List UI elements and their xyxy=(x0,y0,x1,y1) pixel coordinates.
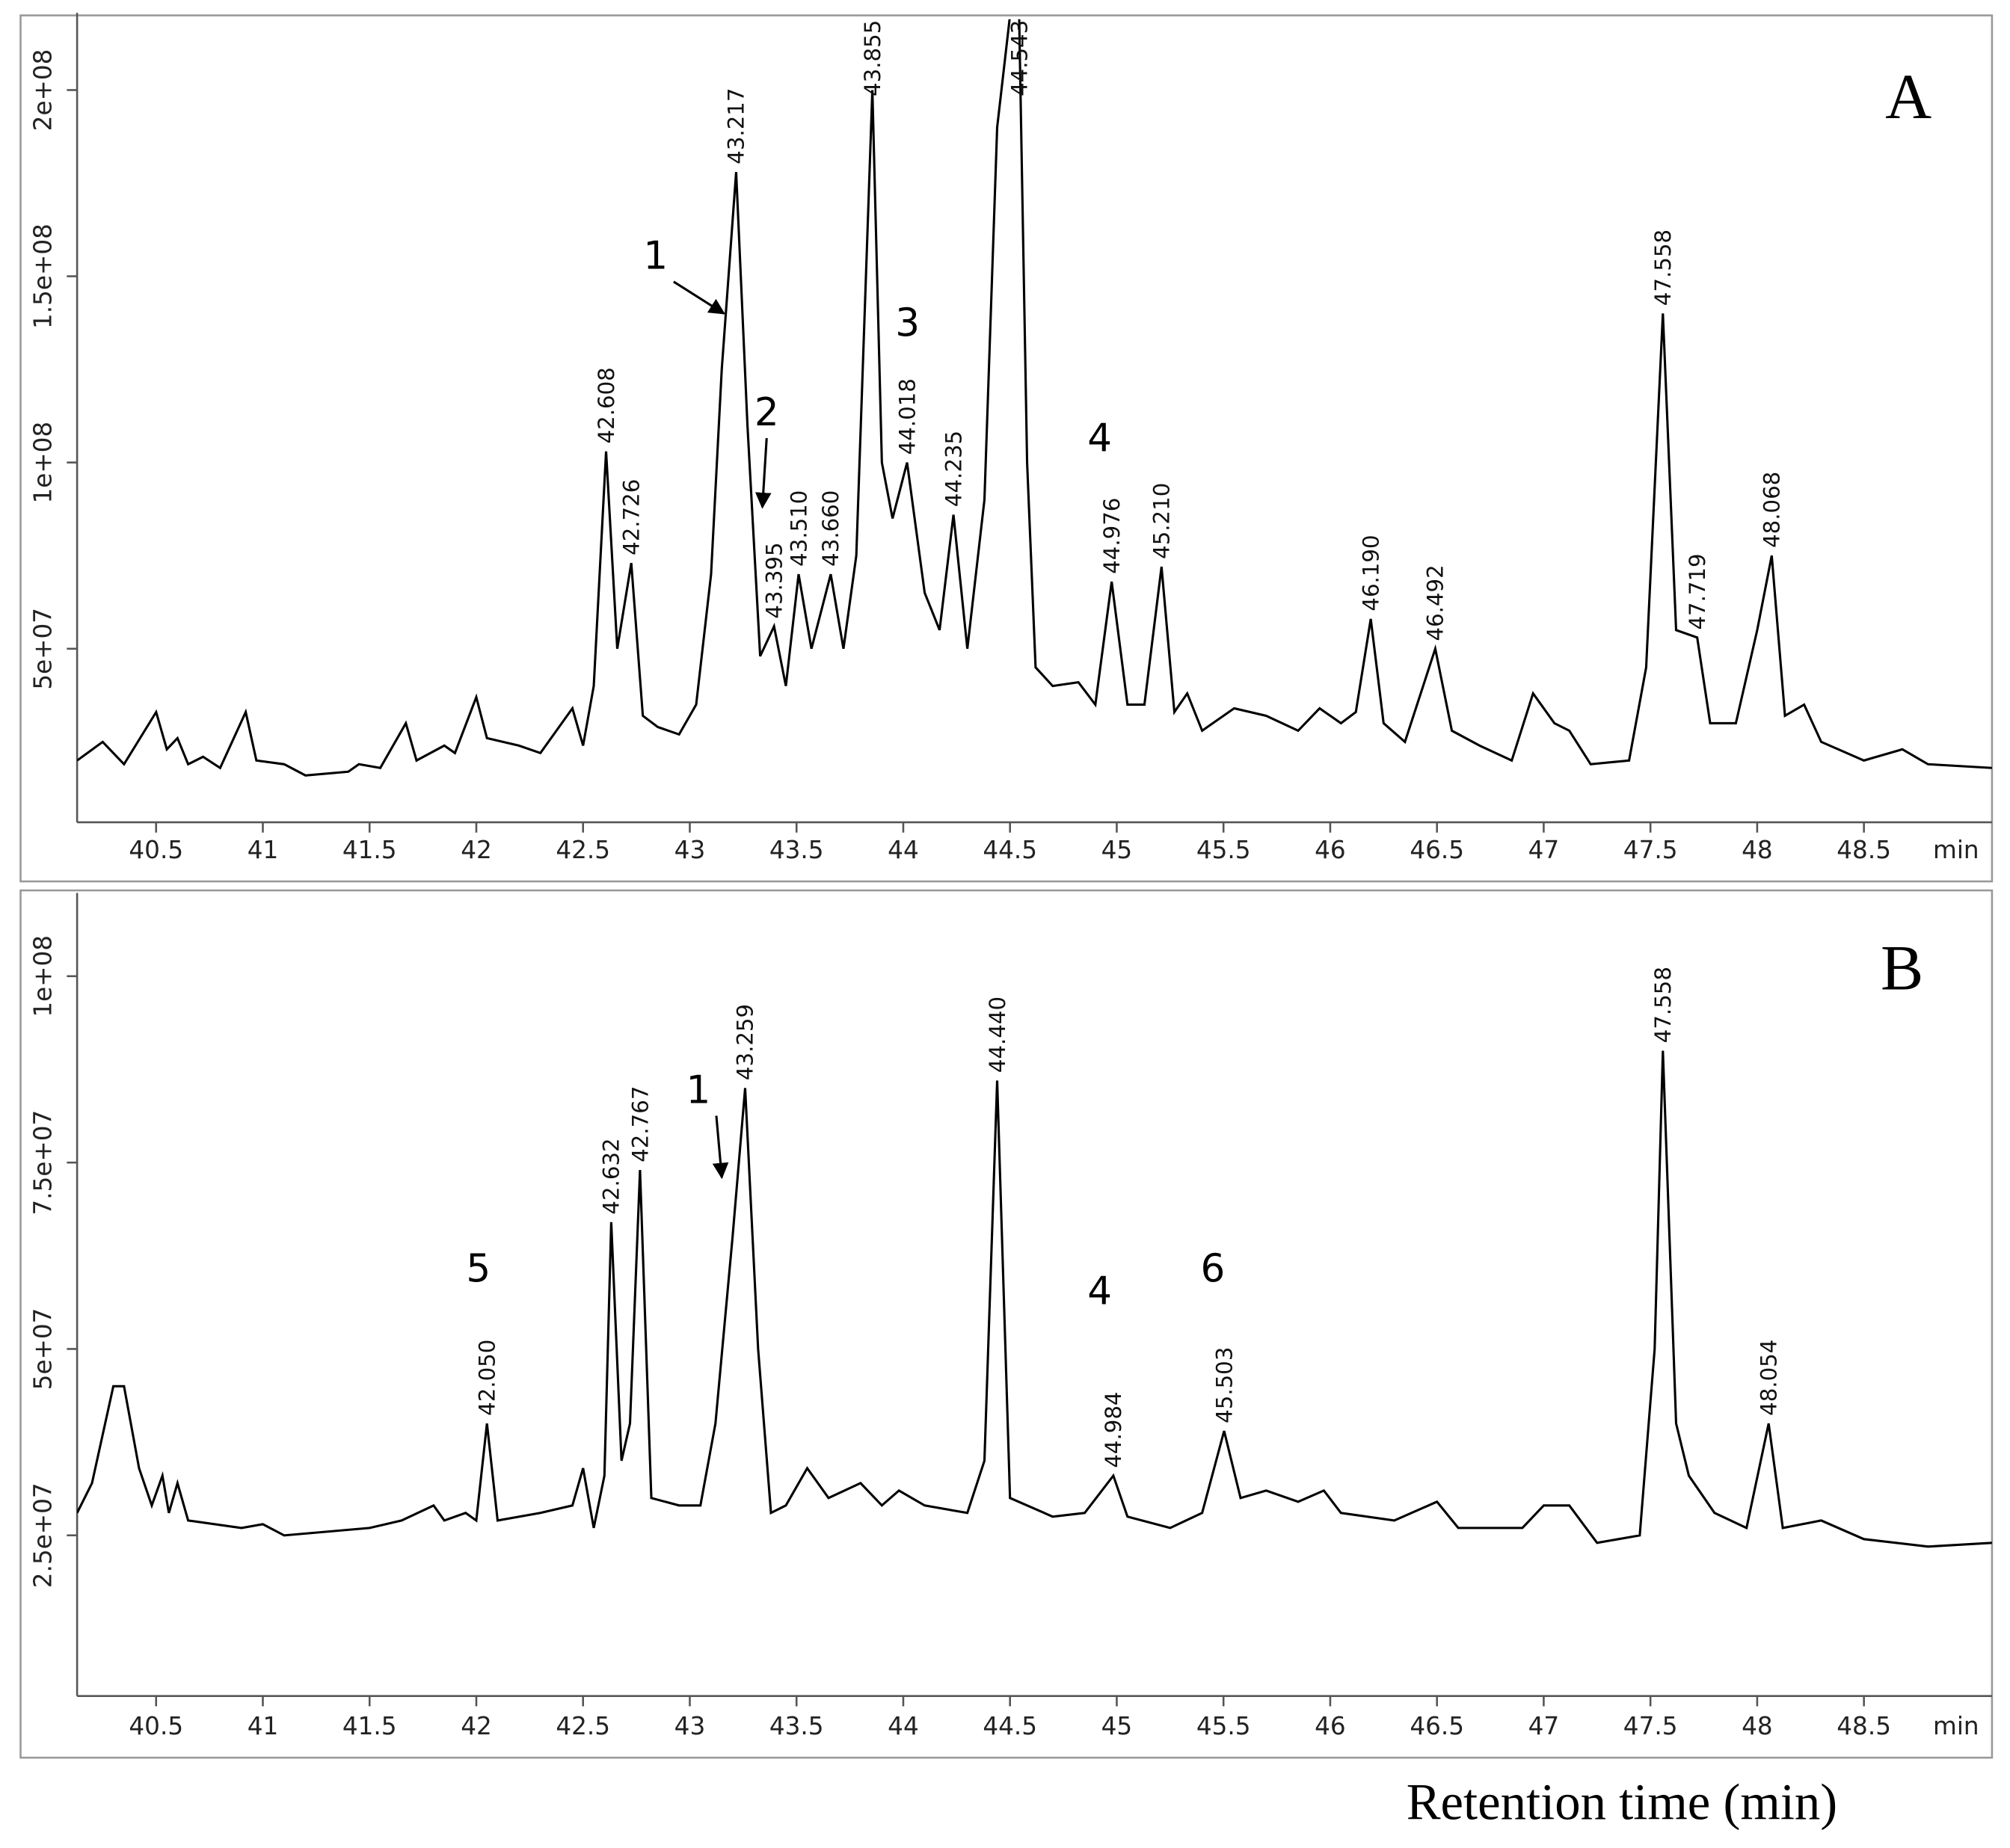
x-tick-label: 40.5 xyxy=(129,836,183,864)
peak-label: 43.259 xyxy=(733,1004,758,1080)
trace xyxy=(77,1050,1992,1548)
annotation-arrow xyxy=(712,1115,729,1180)
peak-label: 45.210 xyxy=(1149,483,1175,559)
x-tick-label: 45.5 xyxy=(1196,1712,1251,1740)
x-tick-label: 41 xyxy=(248,836,279,864)
peak-label: 44.440 xyxy=(985,997,1010,1073)
peak-label: 42.726 xyxy=(619,479,645,555)
peak-label: 44.984 xyxy=(1101,1391,1126,1467)
peak-label: 47.558 xyxy=(1650,967,1676,1043)
x-unit: min xyxy=(1933,836,1979,864)
x-tick-label: 47.5 xyxy=(1623,1712,1678,1740)
peak-label: 44.543 xyxy=(1006,20,1032,96)
x-tick-label: 47.5 xyxy=(1623,836,1678,864)
x-tick-label: 47 xyxy=(1528,836,1560,864)
peak-label: 46.190 xyxy=(1358,535,1383,611)
x-unit: min xyxy=(1933,1712,1979,1740)
peak-label: 43.217 xyxy=(724,88,749,164)
x-tick-label: 43 xyxy=(674,836,706,864)
annotation-arrow xyxy=(673,280,725,315)
y-tick-label: 2e+08 xyxy=(29,49,58,132)
peak-label: 42.767 xyxy=(627,1086,653,1162)
y-tick-label: 1.5e+08 xyxy=(29,224,58,329)
peak-annotation: 2 xyxy=(754,390,779,435)
x-axis-title: Retention time (min) xyxy=(1407,1774,1837,1831)
peak-label: 43.660 xyxy=(818,490,843,567)
x-tick-label: 43.5 xyxy=(769,836,824,864)
x-tick-label: 46 xyxy=(1315,836,1346,864)
peak-annotation: 4 xyxy=(1087,1269,1112,1314)
x-tick-label: 45 xyxy=(1101,836,1133,864)
x-tick-label: 48 xyxy=(1742,836,1773,864)
x-tick-label: 44.5 xyxy=(983,1712,1037,1740)
x-tick-label: 40.5 xyxy=(129,1712,183,1740)
x-tick-label: 48 xyxy=(1742,1712,1773,1740)
peak-label: 44.018 xyxy=(894,378,920,455)
peak-annotation: 4 xyxy=(1087,416,1112,461)
peak-label: 47.719 xyxy=(1685,553,1710,629)
x-tick-label: 46.5 xyxy=(1410,836,1464,864)
peak-label: 43.510 xyxy=(786,490,811,567)
x-tick-label: 41.5 xyxy=(342,836,397,864)
x-tick-label: 45.5 xyxy=(1196,836,1251,864)
x-tick-label: 42.5 xyxy=(556,1712,610,1740)
annotation-arrow xyxy=(754,437,772,509)
peak-label: 48.054 xyxy=(1757,1340,1782,1416)
x-tick-label: 45 xyxy=(1101,1712,1133,1740)
y-tick-label: 1e+08 xyxy=(29,422,58,504)
peak-annotation: 3 xyxy=(895,301,920,345)
x-tick-label: 48.5 xyxy=(1837,1712,1891,1740)
panel-frame xyxy=(19,14,1994,883)
y-tick-label: 5e+07 xyxy=(29,608,58,690)
x-tick-label: 47 xyxy=(1528,1712,1560,1740)
peak-label: 42.050 xyxy=(475,1340,500,1416)
x-tick-label: 48.5 xyxy=(1837,836,1891,864)
y-tick-label: 5e+07 xyxy=(29,1308,58,1390)
trace xyxy=(77,19,1992,777)
x-tick-label: 42.5 xyxy=(556,836,610,864)
peak-annotation: 6 xyxy=(1201,1247,1226,1292)
peak-label: 45.503 xyxy=(1211,1347,1237,1423)
x-tick-label: 43 xyxy=(674,1712,706,1740)
peak-label: 46.492 xyxy=(1423,564,1448,641)
peak-annotation: 1 xyxy=(686,1068,710,1112)
x-tick-label: 44 xyxy=(888,1712,919,1740)
x-tick-label: 42 xyxy=(461,836,492,864)
peak-label: 48.068 xyxy=(1759,472,1785,548)
x-tick-label: 44 xyxy=(888,836,919,864)
x-tick-label: 46 xyxy=(1315,1712,1346,1740)
panel-letter: B xyxy=(1881,931,1923,1003)
peak-label: 47.558 xyxy=(1650,230,1676,306)
peak-label: 42.608 xyxy=(594,367,619,443)
peak-label: 42.632 xyxy=(599,1138,624,1214)
x-tick-label: 46.5 xyxy=(1410,1712,1464,1740)
peak-annotation: 1 xyxy=(643,234,668,279)
peak-label: 44.235 xyxy=(941,431,966,507)
y-tick-label: 1e+08 xyxy=(29,935,58,1017)
panel-frame xyxy=(19,889,1994,1759)
x-tick-label: 42 xyxy=(461,1712,492,1740)
peak-annotation: 5 xyxy=(466,1247,491,1292)
peak-label: 43.855 xyxy=(860,20,885,96)
y-tick-label: 2.5e+07 xyxy=(29,1482,58,1588)
x-tick-label: 41.5 xyxy=(342,1712,397,1740)
peak-label: 43.395 xyxy=(762,542,787,618)
x-tick-label: 43.5 xyxy=(769,1712,824,1740)
y-tick-label: 7.5e+07 xyxy=(29,1110,58,1216)
x-tick-label: 44.5 xyxy=(983,836,1037,864)
x-tick-label: 41 xyxy=(248,1712,279,1740)
peak-label: 44.976 xyxy=(1099,498,1125,574)
panel-letter: A xyxy=(1885,61,1931,132)
